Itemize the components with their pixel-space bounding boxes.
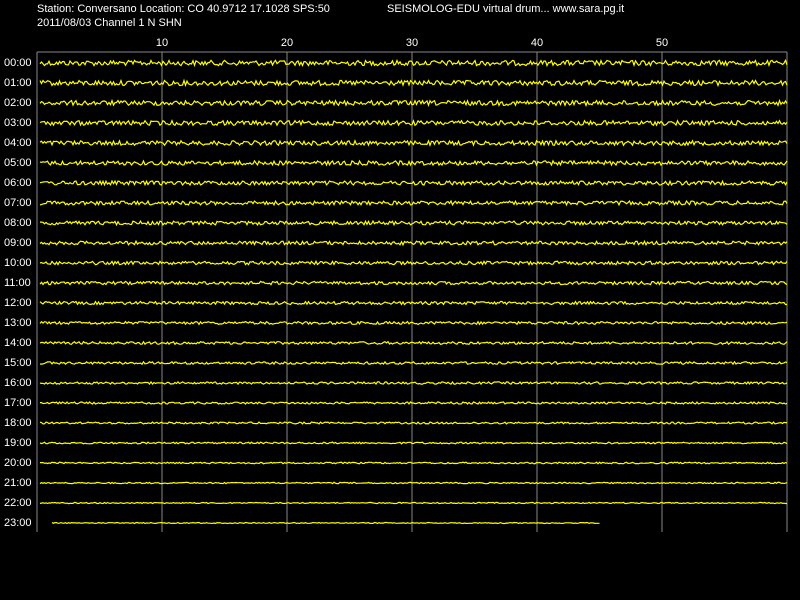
row-label: 16:00 bbox=[4, 377, 32, 389]
x-tick-label: 40 bbox=[531, 37, 543, 49]
trace bbox=[39, 159, 788, 167]
station-title: Station: Conversano Location: CO 40.9712… bbox=[37, 3, 330, 15]
row-label: 09:00 bbox=[4, 237, 32, 249]
trace bbox=[39, 239, 788, 247]
trace bbox=[40, 461, 788, 465]
trace bbox=[39, 139, 788, 147]
trace bbox=[39, 421, 787, 425]
trace bbox=[39, 501, 787, 505]
subtitle: SEISMOLOG-EDU virtual drum... www.sara.p… bbox=[387, 3, 624, 15]
row-label: 05:00 bbox=[4, 157, 32, 169]
x-tick-label: 30 bbox=[406, 37, 418, 49]
trace bbox=[39, 481, 788, 485]
date-channel: 2011/08/03 Channel 1 N SHN bbox=[37, 17, 182, 29]
trace bbox=[39, 360, 788, 366]
trace bbox=[51, 521, 600, 525]
row-label: 07:00 bbox=[4, 197, 32, 209]
trace bbox=[39, 199, 788, 207]
row-label: 01:00 bbox=[4, 77, 32, 89]
row-label: 18:00 bbox=[4, 417, 32, 429]
row-label: 23:00 bbox=[4, 517, 32, 529]
row-label: 11:00 bbox=[4, 277, 31, 289]
trace bbox=[39, 78, 788, 88]
x-tick-label: 50 bbox=[656, 37, 668, 49]
row-label: 03:00 bbox=[4, 117, 32, 129]
trace bbox=[39, 280, 788, 286]
trace bbox=[39, 259, 788, 266]
row-label: 17:00 bbox=[4, 397, 32, 409]
x-tick-label: 20 bbox=[281, 37, 293, 49]
trace bbox=[39, 441, 788, 445]
row-label: 10:00 bbox=[4, 257, 32, 269]
row-label: 19:00 bbox=[4, 437, 32, 449]
trace bbox=[39, 98, 788, 108]
row-label: 20:00 bbox=[4, 457, 32, 469]
trace bbox=[39, 119, 788, 127]
trace bbox=[39, 340, 788, 346]
row-label: 22:00 bbox=[4, 497, 32, 509]
row-label: 00:00 bbox=[4, 57, 32, 69]
trace bbox=[39, 300, 787, 306]
row-label: 12:00 bbox=[4, 297, 32, 309]
trace bbox=[40, 401, 788, 405]
row-label: 14:00 bbox=[4, 337, 32, 349]
row-label: 04:00 bbox=[4, 137, 32, 149]
row-label: 13:00 bbox=[4, 317, 32, 329]
trace bbox=[39, 179, 788, 187]
trace bbox=[40, 219, 788, 227]
row-label: 06:00 bbox=[4, 177, 32, 189]
x-tick-label: 10 bbox=[156, 37, 168, 49]
row-label: 21:00 bbox=[4, 477, 32, 489]
row-label: 15:00 bbox=[4, 357, 32, 369]
row-label: 08:00 bbox=[4, 217, 32, 229]
trace bbox=[39, 58, 788, 68]
trace bbox=[39, 380, 788, 386]
trace bbox=[39, 320, 788, 326]
row-label: 02:00 bbox=[4, 97, 32, 109]
